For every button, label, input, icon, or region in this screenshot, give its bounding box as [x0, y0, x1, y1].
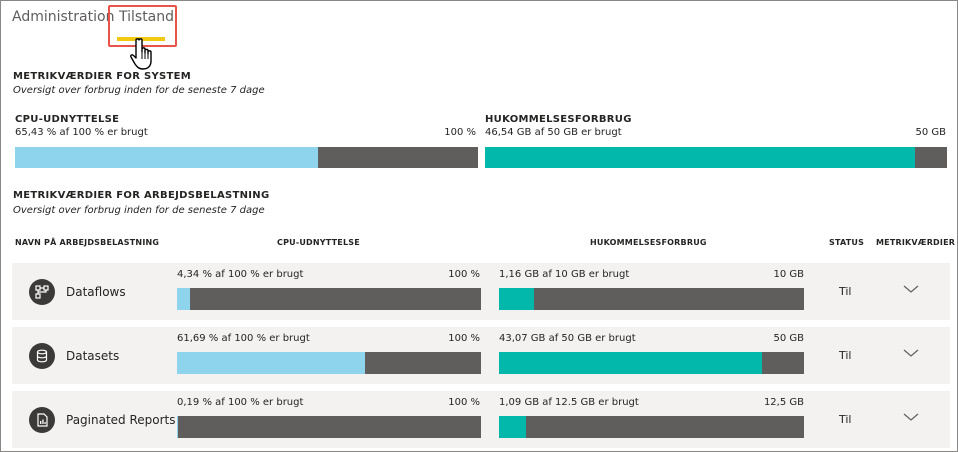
workload-memory-bar-fill	[499, 288, 535, 310]
system-memory-usage-text: 46,54 GB af 50 GB er brugt	[485, 127, 622, 138]
workload-row-dataflows: Dataflows 4,34 % af 100 % er brugt 100 %…	[12, 263, 950, 320]
workload-cpu-bar	[177, 416, 481, 438]
workload-cpu-bar-fill	[177, 416, 178, 438]
workload-name: Paginated Reports	[66, 413, 176, 427]
column-header-cpu: CPU-UDNYTTELSE	[277, 238, 360, 247]
workload-cpu-text: 61,69 % af 100 % er brugt	[177, 333, 310, 344]
workload-cpu-text: 4,34 % af 100 % er brugt	[177, 269, 304, 280]
workload-memory-bar	[499, 416, 804, 438]
workload-status: Til	[839, 285, 852, 298]
workload-status: Til	[839, 413, 852, 426]
workload-memory-bar-fill	[499, 352, 762, 374]
workload-name: Datasets	[66, 349, 120, 363]
column-header-name: NAVN PÅ ARBEJDSBELASTNING	[15, 238, 160, 247]
workload-memory-text: 1,16 GB af 10 GB er brugt	[499, 269, 630, 280]
workload-name: Dataflows	[66, 285, 126, 299]
chevron-down-icon[interactable]	[903, 347, 919, 359]
system-metrics-subtitle: Oversigt over forbrug inden for de senes…	[13, 85, 265, 96]
workload-memory-bar	[499, 352, 804, 374]
workload-memory-max: 12,5 GB	[763, 397, 804, 408]
workload-cpu-bar-fill	[177, 288, 191, 310]
workload-metrics-subtitle: Oversigt over forbrug inden for de senes…	[13, 205, 265, 216]
dataflow-icon	[29, 279, 55, 305]
system-memory-bar-fill	[485, 147, 916, 168]
workload-memory-bar-fill	[499, 416, 526, 438]
column-header-status: STATUS	[829, 238, 865, 247]
tab-tilstand[interactable]: Tilstand	[119, 9, 175, 25]
chevron-down-icon[interactable]	[903, 283, 919, 295]
column-header-memory: HUKOMMELSESFORBRUG	[590, 238, 707, 247]
chevron-down-icon[interactable]	[903, 411, 919, 423]
workload-cpu-bar	[177, 288, 481, 310]
workload-memory-max: 10 GB	[773, 269, 804, 280]
workload-memory-text: 43,07 GB af 50 GB er brugt	[499, 333, 636, 344]
workload-metrics-title: METRIKVÆRDIER FOR ARBEJDSBELASTNING	[13, 190, 270, 201]
system-memory-bar	[485, 147, 947, 168]
workload-row-datasets: Datasets 61,69 % af 100 % er brugt 100 %…	[12, 327, 950, 384]
workload-row-paginated-reports: Paginated Reports 0,19 % af 100 % er bru…	[12, 391, 950, 448]
workload-memory-bar	[499, 288, 804, 310]
hand-pointer-cursor-icon	[130, 38, 152, 70]
workload-cpu-max: 100 %	[448, 269, 480, 280]
system-memory-max: 50 GB	[915, 127, 946, 138]
system-cpu-bar	[15, 147, 478, 168]
workload-status: Til	[839, 349, 852, 362]
workload-cpu-bar-fill	[177, 352, 365, 374]
column-header-metrics: METRIKVÆRDIER	[876, 238, 956, 247]
system-cpu-usage-text: 65,43 % af 100 % er brugt	[15, 127, 148, 138]
database-icon	[29, 343, 55, 369]
report-icon	[29, 407, 55, 433]
system-cpu-bar-fill	[15, 147, 318, 168]
workload-cpu-bar	[177, 352, 481, 374]
system-cpu-label: CPU-UDNYTTELSE	[15, 114, 120, 125]
system-metrics-title: METRIKVÆRDIER FOR SYSTEM	[13, 71, 192, 82]
system-memory-label: HUKOMMELSESFORBRUG	[485, 114, 632, 125]
workload-memory-max: 50 GB	[773, 333, 804, 344]
tab-administration[interactable]: Administration	[12, 9, 115, 25]
workload-cpu-max: 100 %	[448, 397, 480, 408]
workload-cpu-max: 100 %	[448, 333, 480, 344]
system-cpu-max: 100 %	[444, 127, 476, 138]
workload-cpu-text: 0,19 % af 100 % er brugt	[177, 397, 304, 408]
workload-memory-text: 1,09 GB af 12.5 GB er brugt	[499, 397, 639, 408]
